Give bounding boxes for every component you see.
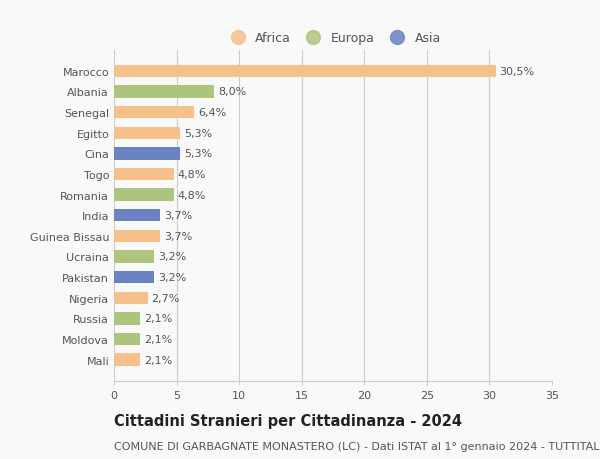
Text: Cittadini Stranieri per Cittadinanza - 2024: Cittadini Stranieri per Cittadinanza - 2… xyxy=(114,413,462,428)
Bar xyxy=(114,106,194,119)
Bar xyxy=(114,189,174,202)
Bar xyxy=(114,66,496,78)
Bar xyxy=(114,251,154,263)
Bar xyxy=(114,292,148,304)
Text: 3,2%: 3,2% xyxy=(158,273,186,282)
Text: 6,4%: 6,4% xyxy=(198,108,226,118)
Bar xyxy=(114,333,140,345)
Bar xyxy=(114,353,140,366)
Text: 3,7%: 3,7% xyxy=(164,211,193,221)
Text: 2,1%: 2,1% xyxy=(144,334,172,344)
Bar xyxy=(114,230,160,242)
Bar xyxy=(114,86,214,98)
Bar xyxy=(114,148,181,160)
Text: 2,7%: 2,7% xyxy=(152,293,180,303)
Bar xyxy=(114,313,140,325)
Legend: Africa, Europa, Asia: Africa, Europa, Asia xyxy=(220,27,446,50)
Bar xyxy=(114,271,154,284)
Text: 4,8%: 4,8% xyxy=(178,190,206,200)
Text: 3,2%: 3,2% xyxy=(158,252,186,262)
Text: 30,5%: 30,5% xyxy=(499,67,535,77)
Text: 3,7%: 3,7% xyxy=(164,231,193,241)
Bar xyxy=(114,127,181,140)
Text: COMUNE DI GARBAGNATE MONASTERO (LC) - Dati ISTAT al 1° gennaio 2024 - TUTTITALIA: COMUNE DI GARBAGNATE MONASTERO (LC) - Da… xyxy=(114,441,600,451)
Bar xyxy=(114,168,174,181)
Text: 5,3%: 5,3% xyxy=(184,129,212,139)
Text: 8,0%: 8,0% xyxy=(218,87,246,97)
Text: 2,1%: 2,1% xyxy=(144,313,172,324)
Text: 5,3%: 5,3% xyxy=(184,149,212,159)
Text: 2,1%: 2,1% xyxy=(144,355,172,365)
Bar xyxy=(114,210,160,222)
Text: 4,8%: 4,8% xyxy=(178,169,206,179)
